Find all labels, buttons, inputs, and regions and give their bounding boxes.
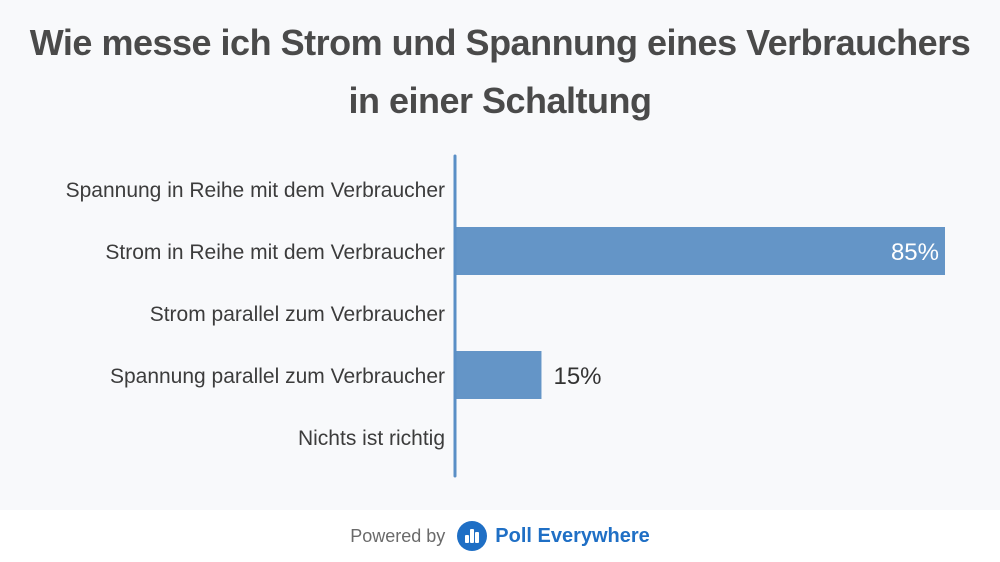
poll-everywhere-logo-icon bbox=[457, 521, 488, 551]
chart-title-line-1: Wie messe ich Strom und Spannung eines V… bbox=[29, 22, 971, 63]
value-label: 85% bbox=[891, 239, 939, 266]
category-label: Strom parallel zum Verbraucher bbox=[150, 303, 445, 326]
brand-name[interactable]: Poll Everywhere bbox=[495, 524, 650, 547]
bar bbox=[455, 227, 945, 275]
footer: Powered by Poll Everywhere bbox=[0, 510, 1000, 562]
chart-title-line-2: in einer Schaltung bbox=[348, 80, 652, 121]
bar bbox=[455, 351, 542, 399]
value-label: 15% bbox=[553, 363, 601, 390]
chart-title: Wie messe ich Strom und Spannung eines V… bbox=[0, 14, 1000, 130]
category-label: Spannung in Reihe mit dem Verbraucher bbox=[66, 179, 445, 202]
powered-by-label: Powered by bbox=[350, 525, 446, 546]
category-label: Nichts ist richtig bbox=[298, 427, 445, 450]
category-label: Spannung parallel zum Verbraucher bbox=[110, 365, 445, 388]
category-label: Strom in Reihe mit dem Verbraucher bbox=[105, 241, 445, 264]
bar-chart: Spannung in Reihe mit dem Verbraucher Str… bbox=[66, 154, 945, 478]
